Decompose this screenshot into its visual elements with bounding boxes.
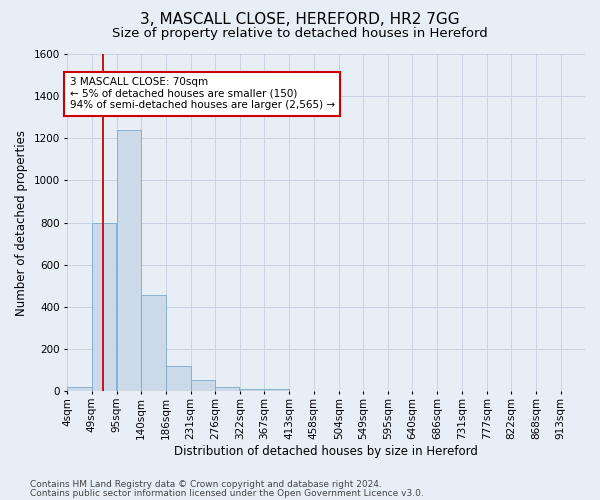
Text: Contains public sector information licensed under the Open Government Licence v3: Contains public sector information licen…: [30, 489, 424, 498]
Bar: [215, 386, 239, 392]
Bar: [166, 366, 191, 392]
Text: Size of property relative to detached houses in Hereford: Size of property relative to detached ho…: [112, 28, 488, 40]
X-axis label: Distribution of detached houses by size in Hereford: Distribution of detached houses by size …: [174, 444, 478, 458]
Bar: [141, 296, 166, 392]
Text: 3, MASCALL CLOSE, HEREFORD, HR2 7GG: 3, MASCALL CLOSE, HEREFORD, HR2 7GG: [140, 12, 460, 28]
Bar: [265, 389, 289, 392]
Bar: [117, 130, 141, 392]
Bar: [191, 380, 215, 392]
Text: 3 MASCALL CLOSE: 70sqm
← 5% of detached houses are smaller (150)
94% of semi-det: 3 MASCALL CLOSE: 70sqm ← 5% of detached …: [70, 77, 335, 110]
Y-axis label: Number of detached properties: Number of detached properties: [15, 130, 28, 316]
Bar: [92, 222, 116, 392]
Bar: [240, 388, 265, 392]
Text: Contains HM Land Registry data © Crown copyright and database right 2024.: Contains HM Land Registry data © Crown c…: [30, 480, 382, 489]
Bar: [67, 387, 92, 392]
